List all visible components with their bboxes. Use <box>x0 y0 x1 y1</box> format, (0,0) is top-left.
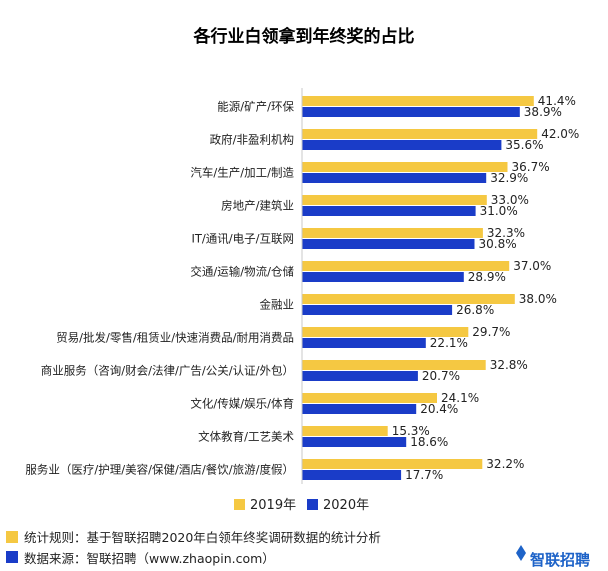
legend-swatch-2019 <box>234 499 245 510</box>
legend-swatch-2020 <box>307 499 318 510</box>
value-label-2019: 32.3% <box>487 226 525 240</box>
category-label: IT/通讯/电子/互联网 <box>191 232 294 246</box>
value-label-2019: 32.8% <box>490 358 528 372</box>
category-label: 汽车/生产/加工/制造 <box>190 166 294 180</box>
bar-2020 <box>302 404 417 414</box>
value-label-2019: 36.7% <box>512 160 550 174</box>
bar-2020 <box>302 206 476 216</box>
value-label-2020: 35.6% <box>505 138 543 152</box>
value-label-2020: 30.8% <box>479 237 517 251</box>
value-label-2019: 41.4% <box>538 94 576 108</box>
bar-2019 <box>302 261 510 271</box>
value-label-2020: 26.8% <box>456 303 494 317</box>
bar-2020 <box>302 305 453 315</box>
brand-logo-icon <box>516 545 526 561</box>
bar-2019 <box>302 459 483 469</box>
footer-source-marker <box>6 551 18 563</box>
bar-2019 <box>302 228 483 238</box>
bar-2019 <box>302 96 534 106</box>
value-label-2020: 22.1% <box>430 336 468 350</box>
value-label-2019: 29.7% <box>472 325 510 339</box>
bar-2020 <box>302 371 418 381</box>
bar-2019 <box>302 294 515 304</box>
value-label-2019: 24.1% <box>441 391 479 405</box>
category-label: 商业服务（咨询/财会/法律/广告/公关/认证/外包） <box>41 364 294 378</box>
category-label: 政府/非盈利机构 <box>210 133 294 147</box>
footer-source-text: 数据来源：智联招聘（www.zhaopin.com） <box>24 551 275 566</box>
value-label-2020: 32.9% <box>490 171 528 185</box>
plot-area: 能源/矿产/环保 41.4%38.9% 政府/非盈利机构 42.0%35.6% 汽车/生… <box>25 94 579 482</box>
category-label: 能源/矿产/环保 <box>217 100 294 114</box>
value-label-2019: 37.0% <box>513 259 551 273</box>
bar-2020 <box>302 437 407 447</box>
category-label: 贸易/批发/零售/租赁业/快速消费品/耐用消费品 <box>56 331 294 345</box>
brand-logo-text: 智联招聘 <box>530 551 590 569</box>
value-label-2019: 15.3% <box>392 424 430 438</box>
bar-2020 <box>302 338 426 348</box>
bar-2020 <box>302 239 475 249</box>
value-label-2020: 31.0% <box>480 204 518 218</box>
bar-2019 <box>302 327 469 337</box>
bar-2020 <box>302 107 520 117</box>
category-label: 房地产/建筑业 <box>221 199 294 213</box>
value-label-2020: 18.6% <box>410 435 448 449</box>
category-label: 金融业 <box>260 298 295 312</box>
value-label-2019: 38.0% <box>519 292 557 306</box>
bar-2020 <box>302 173 487 183</box>
value-label-2020: 28.9% <box>468 270 506 284</box>
bar-2019 <box>302 162 508 172</box>
legend: 2019年 2020年 <box>234 498 369 513</box>
category-label: 服务业（医疗/护理/美容/保健/酒店/餐饮/旅游/度假） <box>25 463 294 477</box>
value-label-2019: 33.0% <box>491 193 529 207</box>
category-label: 交通/运输/物流/仓储 <box>190 265 294 279</box>
value-label-2020: 20.7% <box>422 369 460 383</box>
bar-2019 <box>302 360 486 370</box>
bar-2020 <box>302 272 464 282</box>
bar-2020 <box>302 470 402 480</box>
legend-label-2020: 2020年 <box>323 498 369 513</box>
bar-2019 <box>302 195 487 205</box>
footer: 统计规则：基于智联招聘2020年白领年终奖调研数据的统计分析 数据来源：智联招聘… <box>6 530 590 569</box>
legend-label-2019: 2019年 <box>250 498 296 513</box>
value-label-2020: 20.4% <box>420 402 458 416</box>
bar-2019 <box>302 129 538 139</box>
category-label: 文化/传媒/娱乐/体育 <box>190 397 294 411</box>
value-label-2019: 32.2% <box>486 457 524 471</box>
brand-logo: 智联招聘 <box>516 545 590 569</box>
value-label-2019: 42.0% <box>541 127 579 141</box>
category-label: 文体教育/工艺美术 <box>198 430 294 444</box>
bar-2020 <box>302 140 502 150</box>
value-label-2020: 17.7% <box>405 468 443 482</box>
footer-rule-marker <box>6 531 18 543</box>
chart-title: 各行业白领拿到年终奖的占比 <box>193 26 415 47</box>
footer-rule-text: 统计规则：基于智联招聘2020年白领年终奖调研数据的统计分析 <box>24 530 381 545</box>
value-label-2020: 38.9% <box>524 105 562 119</box>
bar-2019 <box>302 426 388 436</box>
bar-2019 <box>302 393 437 403</box>
